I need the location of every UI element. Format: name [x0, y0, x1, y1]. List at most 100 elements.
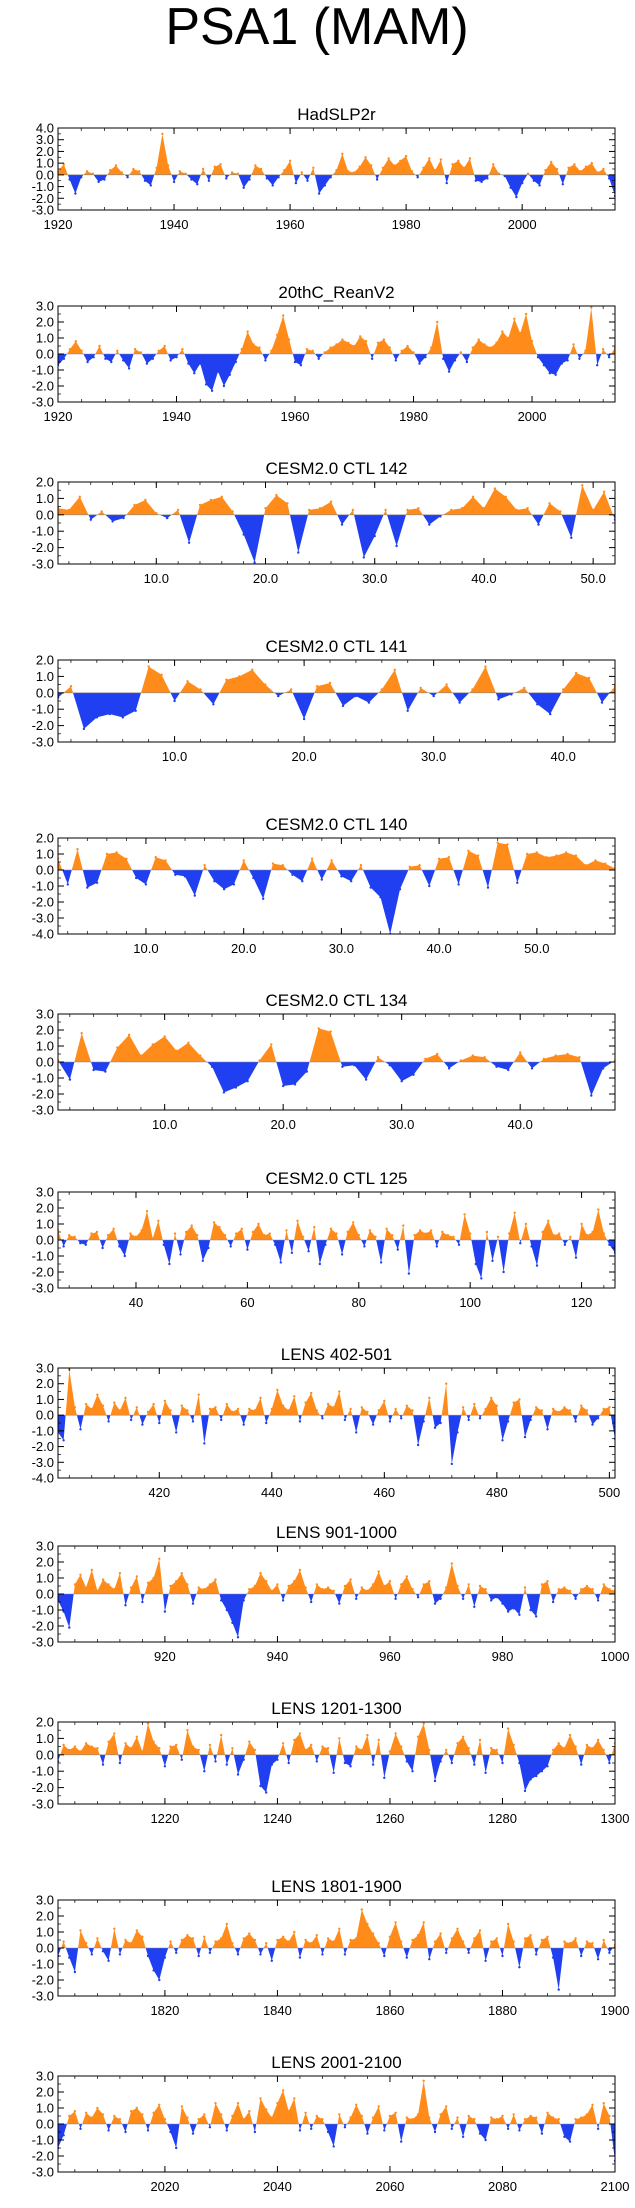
data-point	[281, 1404, 285, 1407]
data-point	[329, 1227, 333, 1231]
data-point	[91, 172, 95, 175]
data-point	[242, 533, 245, 536]
data-point	[242, 1937, 245, 1940]
data-point	[457, 883, 460, 886]
data-point	[147, 665, 150, 668]
data-point	[555, 854, 558, 857]
x-tick-label: 50.0	[524, 941, 549, 956]
data-point	[169, 1584, 172, 1588]
data-point	[80, 1032, 83, 1035]
data-point	[209, 498, 213, 502]
data-point	[101, 1763, 105, 1766]
data-point	[74, 192, 77, 195]
data-point	[462, 166, 466, 169]
data-point	[341, 704, 345, 708]
data-point	[315, 1934, 318, 1937]
data-point	[90, 1745, 94, 1748]
y-tick-label: -3.0	[32, 2165, 54, 2180]
data-point	[416, 2113, 420, 2116]
data-point	[551, 1956, 555, 1959]
x-tick-label: 30.0	[362, 571, 387, 586]
data-point	[220, 1599, 223, 1602]
data-point	[546, 2111, 549, 2114]
data-point	[578, 357, 581, 360]
negative-area	[58, 1948, 615, 1990]
data-point	[208, 1583, 212, 1586]
data-point	[371, 1932, 375, 1935]
data-point	[371, 1583, 375, 1586]
data-point	[562, 688, 565, 691]
data-point	[608, 1406, 611, 1409]
data-point	[436, 1052, 439, 1056]
data-point	[162, 1243, 165, 1247]
x-tick-label: 1840	[263, 2003, 292, 2018]
data-point	[457, 159, 460, 162]
data-point	[66, 883, 70, 886]
panel-title: CESM2.0 CTL 134	[265, 991, 407, 1010]
positive-area	[63, 666, 615, 693]
data-point	[276, 1938, 279, 1942]
y-tick-label: -2.0	[32, 2149, 54, 2164]
data-point	[62, 1245, 65, 1248]
data-point	[220, 2113, 223, 2116]
series-area	[58, 1368, 615, 1466]
data-point	[478, 1738, 482, 1742]
data-point	[512, 1940, 515, 1943]
data-point	[293, 1395, 296, 1398]
data-point	[608, 1761, 611, 1765]
data-points	[58, 1722, 615, 1794]
data-point	[197, 1954, 200, 1958]
x-tick-label: 30.0	[421, 749, 446, 764]
data-point	[561, 183, 564, 186]
data-point	[180, 1938, 183, 1942]
y-tick-label: 4.0	[36, 121, 54, 136]
data-point	[357, 1234, 360, 1237]
data-point	[258, 346, 261, 349]
data-point	[602, 167, 605, 171]
data-point	[163, 1610, 167, 1613]
data-point	[157, 349, 160, 352]
data-point	[416, 1443, 420, 1447]
x-tick-label: 80	[352, 1295, 366, 1310]
data-point	[483, 343, 486, 346]
data-point	[428, 157, 431, 160]
data-point	[404, 154, 408, 158]
data-point	[79, 1428, 82, 1431]
x-tick-label: 500	[599, 1485, 621, 1500]
data-point	[203, 2113, 206, 2116]
data-point	[293, 2097, 296, 2100]
data-point	[480, 1277, 483, 1280]
data-point	[265, 177, 269, 180]
data-point	[469, 1232, 472, 1235]
negative-area	[58, 354, 615, 391]
data-point	[220, 1418, 223, 1422]
data-point	[306, 179, 309, 182]
data-point	[298, 1420, 302, 1423]
y-tick-label: 0.0	[36, 1408, 54, 1423]
data-point	[79, 1573, 82, 1577]
data-point	[447, 370, 451, 373]
data-point	[591, 1747, 594, 1750]
data-point	[371, 1423, 375, 1426]
data-point	[383, 1399, 386, 1403]
panel-title: LENS 1801-1900	[271, 1877, 401, 1896]
data-point	[146, 1410, 150, 1414]
data-point	[275, 493, 278, 497]
data-point	[370, 164, 373, 167]
data-point	[394, 359, 397, 362]
data-point	[368, 1229, 372, 1232]
data-point	[422, 166, 425, 169]
data-point	[405, 1575, 408, 1578]
data-point	[461, 1735, 465, 1739]
data-point	[184, 172, 187, 175]
data-point	[506, 1610, 510, 1613]
y-tick-label: 0.0	[36, 167, 54, 182]
data-point	[109, 169, 112, 172]
data-point	[169, 1940, 172, 1943]
data-point	[304, 2111, 307, 2114]
data-point	[545, 856, 548, 859]
data-point	[343, 1761, 347, 1765]
data-point	[332, 1771, 335, 1775]
data-point	[585, 1940, 589, 1943]
data-point	[574, 671, 578, 675]
